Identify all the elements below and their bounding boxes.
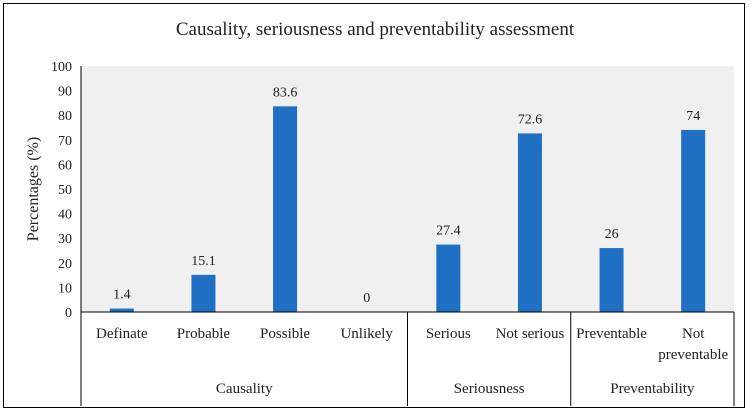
bar bbox=[436, 244, 461, 312]
axes bbox=[80, 66, 735, 406]
data-label: 74 bbox=[686, 109, 700, 124]
y-tick-label: 0 bbox=[65, 306, 72, 321]
data-label: 0 bbox=[363, 291, 370, 306]
chart-frame: Causality, seriousness and preventabilit… bbox=[3, 3, 745, 408]
data-label: 15.1 bbox=[191, 254, 216, 269]
category-label: Serious bbox=[426, 326, 471, 342]
bar bbox=[517, 133, 542, 312]
category-label: Possible bbox=[260, 326, 310, 342]
bar bbox=[191, 274, 216, 312]
y-tick-label: 60 bbox=[58, 158, 72, 173]
category-label: Unlikely bbox=[340, 326, 393, 342]
y-tick-label: 70 bbox=[58, 134, 72, 149]
chart-svg: Causality, seriousness and preventabilit… bbox=[25, 19, 735, 406]
y-tick-label: 100 bbox=[51, 60, 72, 75]
category-label: Preventable bbox=[576, 326, 647, 342]
y-tick-label: 90 bbox=[58, 85, 72, 100]
data-label: 27.4 bbox=[436, 224, 461, 239]
bar bbox=[273, 106, 298, 313]
data-label: 1.4 bbox=[113, 288, 131, 303]
bar bbox=[109, 308, 134, 312]
bars bbox=[109, 106, 706, 313]
data-label: 72.6 bbox=[518, 112, 543, 127]
y-tick-label: 50 bbox=[58, 183, 72, 198]
y-axis-label: Percentages (%) bbox=[25, 137, 42, 241]
category-label: Probable bbox=[177, 326, 231, 342]
category-label: Definate bbox=[96, 326, 148, 342]
data-label: 83.6 bbox=[273, 85, 298, 100]
y-tick-label: 30 bbox=[58, 232, 72, 247]
y-tick-label: 80 bbox=[58, 109, 72, 124]
category-label: preventable bbox=[658, 347, 728, 363]
y-tick-label: 40 bbox=[58, 208, 72, 223]
bar bbox=[681, 129, 706, 312]
group-label: Preventability bbox=[610, 381, 695, 397]
chart-title: Causality, seriousness and preventabilit… bbox=[176, 19, 575, 40]
category-label: Not serious bbox=[496, 326, 565, 342]
group-label: Causality bbox=[216, 381, 273, 397]
data-labels: 1.4 15.1 83.6 0 27.4 72.6 26 74 bbox=[113, 85, 700, 306]
group-label: Seriousness bbox=[454, 381, 525, 397]
plot-area bbox=[81, 66, 734, 312]
category-labels: Definate Probable Possible Unlikely Serious N… bbox=[96, 326, 729, 363]
category-label: Not bbox=[682, 326, 705, 342]
data-label: 26 bbox=[605, 227, 619, 242]
group-labels: Causality Seriousness Preventability bbox=[216, 381, 695, 397]
bar bbox=[599, 248, 624, 312]
y-tick-label: 10 bbox=[58, 281, 72, 296]
y-tick-label: 20 bbox=[58, 257, 72, 272]
y-axis-ticks: 0 10 20 30 40 50 60 70 80 90 100 bbox=[51, 60, 72, 321]
